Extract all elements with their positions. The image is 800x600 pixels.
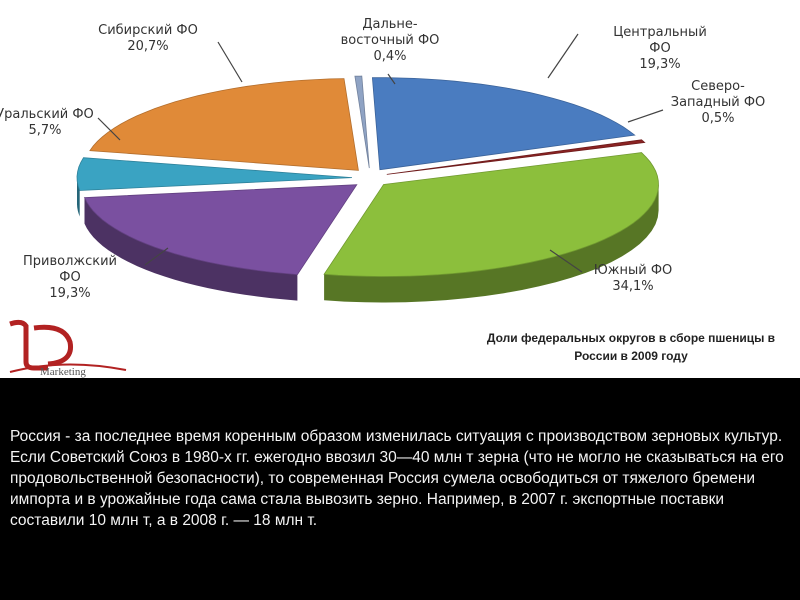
pie-slice-top	[89, 78, 359, 171]
slice-value-label: 19,3%	[639, 57, 680, 72]
chart-area: Дальне-восточный ФО 0,4% Центральный ФО 19,3…	[0, 17, 792, 378]
pie-slice-2	[371, 77, 636, 171]
caption-line-2: России в 2009 году	[574, 349, 688, 363]
caption-line-1: Доли федеральных округов в сборе пшеницы…	[486, 331, 776, 345]
pie-slice-top	[323, 152, 659, 277]
pie-slice-3	[386, 139, 646, 175]
slice-name-label: ФО	[649, 41, 670, 56]
label-leaders	[97, 33, 664, 273]
slice-name-label: Уральский ФО	[0, 107, 94, 122]
pie-slice-top	[83, 184, 358, 276]
pie-slice-4	[323, 152, 659, 303]
pie-chart: Дальне-восточный ФО0,4%ЦентральныйФО19,3…	[0, 17, 765, 303]
body-paragraph-1: Россия - за последнее время коренным обр…	[10, 428, 783, 445]
slice-value-label: 0,5%	[701, 111, 734, 126]
pie-slice-side	[324, 184, 659, 303]
leader-line	[549, 249, 583, 273]
slice-value-label: 0,4%	[373, 49, 406, 64]
slice-labels: Дальне-восточный ФО0,4%ЦентральныйФО19,3…	[0, 17, 765, 301]
logo-word: Marketing	[40, 366, 86, 378]
pie-slice-top	[76, 157, 353, 191]
pie-slice-top	[386, 139, 646, 175]
slice-name-label: Северо-	[691, 79, 745, 94]
pie-slice-top	[354, 75, 370, 169]
pie-slice-1	[354, 75, 370, 169]
slice-value-label: 34,1%	[612, 279, 653, 294]
pie-slice-5	[83, 184, 358, 301]
leader-line	[547, 33, 579, 79]
slice-name-label: ФО	[59, 270, 80, 285]
slice-value-label: 20,7%	[127, 39, 168, 54]
text-panel: Россия - за последнее время коренным обр…	[0, 378, 800, 600]
pie-slice-side	[84, 197, 298, 301]
leader-line	[387, 73, 396, 85]
pie-slices	[76, 75, 659, 303]
ld-marketing-logo: Marketing	[9, 319, 127, 378]
leader-line	[627, 109, 664, 123]
slice-name-label: Западный ФО	[671, 95, 766, 110]
body-paragraph-2: Если Советский Союз в 1980-х гг. ежегодн…	[10, 449, 784, 529]
leader-line	[97, 117, 121, 141]
leader-line	[144, 247, 169, 266]
slice-name-label: Сибирский ФО	[98, 23, 198, 38]
slice-name-label: Южный ФО	[594, 263, 673, 278]
slice-name-label: восточный ФО	[341, 33, 440, 48]
slice-value-label: 19,3%	[49, 286, 90, 301]
body-text: Россия - за последнее время коренным обр…	[10, 426, 790, 531]
slice-name-label: Приволжский	[23, 254, 117, 269]
pie-slice-top	[371, 77, 636, 171]
leader-line	[217, 41, 243, 83]
slice-value-label: 5,7%	[28, 123, 61, 138]
pie-slice-6	[76, 157, 353, 217]
pie-slice-side	[77, 177, 80, 217]
slice-name-label: Дальне-	[362, 17, 418, 32]
chart-caption: Доли федеральных округов в сборе пшеницы…	[470, 329, 792, 365]
pie-slice-7	[89, 78, 359, 171]
slice-name-label: Центральный	[613, 25, 707, 40]
